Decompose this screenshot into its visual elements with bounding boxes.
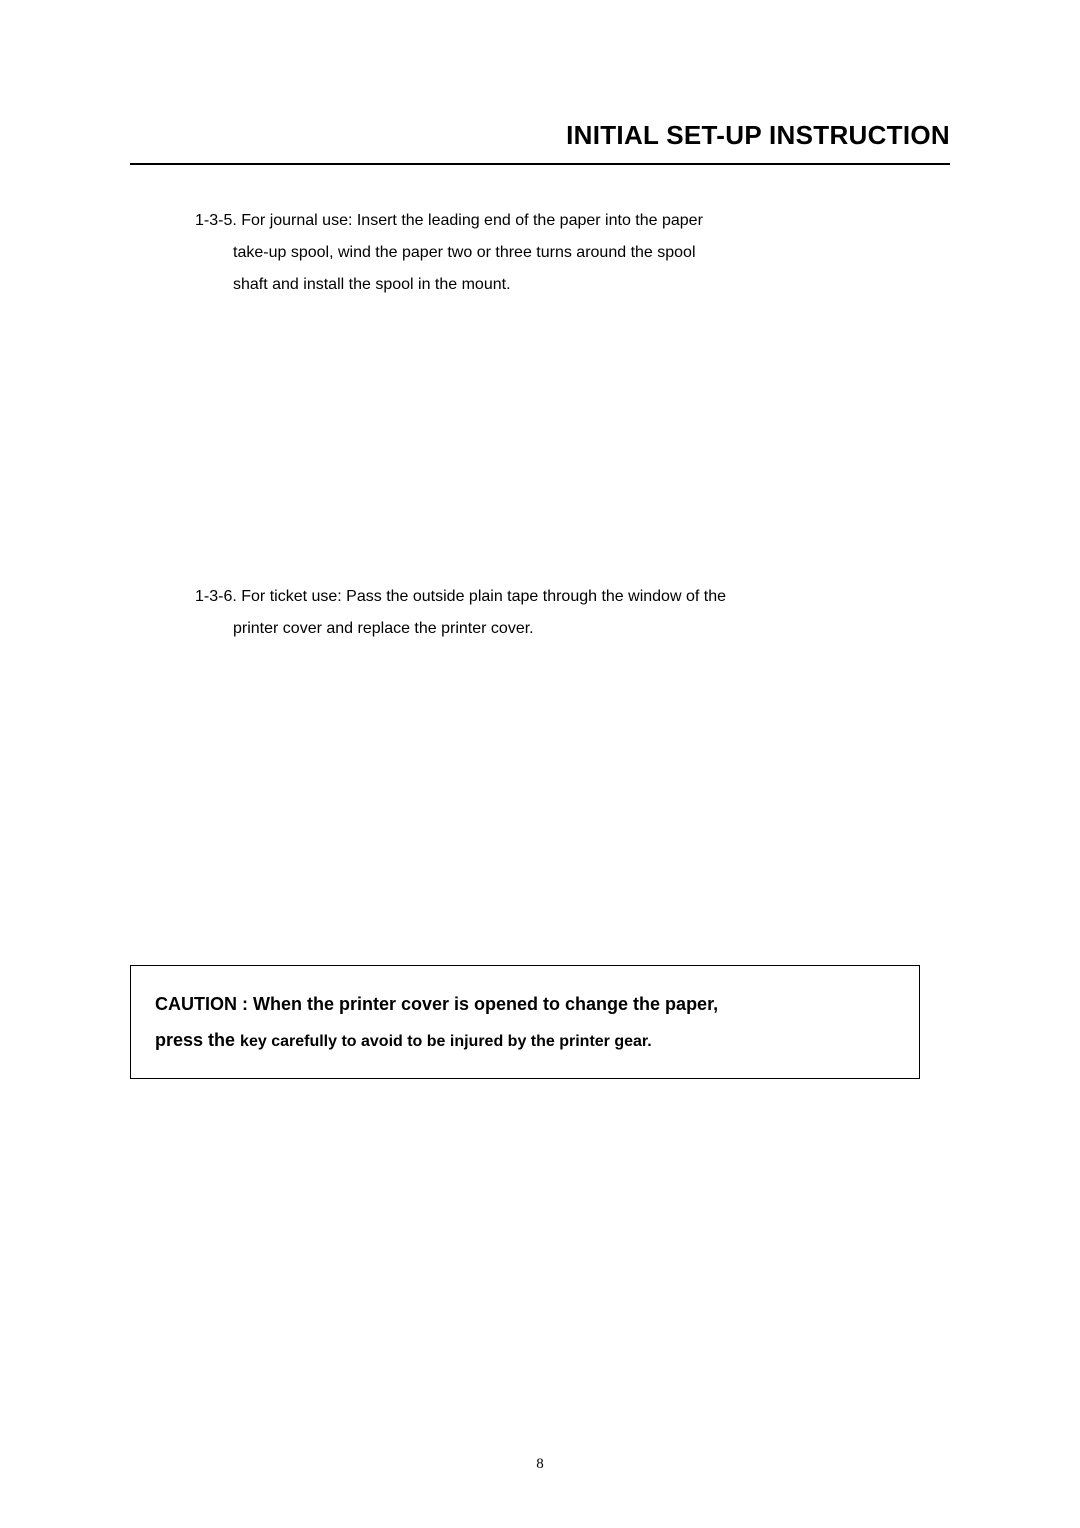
page-header: INITIAL SET-UP INSTRUCTION <box>130 120 950 165</box>
instruction-text-1-line2: take-up spool, wind the paper two or thr… <box>233 237 810 269</box>
caution-label: CAUTION : <box>155 994 253 1014</box>
caution-line-1: CAUTION : When the printer cover is open… <box>155 986 895 1022</box>
caution-text-2a: press the <box>155 1030 240 1050</box>
page-number: 8 <box>0 1456 1080 1473</box>
instruction-text-1-line3: shaft and install the spool in the mount… <box>233 269 810 301</box>
instruction-1-3-5: 1-3-5. For journal use: Insert the leadi… <box>195 205 810 301</box>
document-page: INITIAL SET-UP INSTRUCTION 1-3-5. For jo… <box>0 0 1080 1528</box>
instruction-text-2-line1: For ticket use: Pass the outside plain t… <box>241 588 726 605</box>
instruction-number-1: 1-3-5. <box>195 212 237 229</box>
caution-box: CAUTION : When the printer cover is open… <box>130 965 920 1079</box>
instruction-number-2: 1-3-6. <box>195 588 237 605</box>
caution-text-1: When the printer cover is opened to chan… <box>253 994 718 1014</box>
caution-text-2b: key carefully to avoid to be injured by … <box>240 1033 652 1050</box>
instruction-section-2: 1-3-6. For ticket use: Pass the outside … <box>130 581 950 645</box>
instruction-text-2-line2: printer cover and replace the printer co… <box>233 613 810 645</box>
header-title: INITIAL SET-UP INSTRUCTION <box>130 120 950 151</box>
instruction-1-3-6: 1-3-6. For ticket use: Pass the outside … <box>195 581 810 645</box>
caution-line-2: press the key carefully to avoid to be i… <box>155 1022 895 1058</box>
instruction-text-1-line1: For journal use: Insert the leading end … <box>241 212 703 229</box>
instruction-section-1: 1-3-5. For journal use: Insert the leadi… <box>130 205 950 301</box>
